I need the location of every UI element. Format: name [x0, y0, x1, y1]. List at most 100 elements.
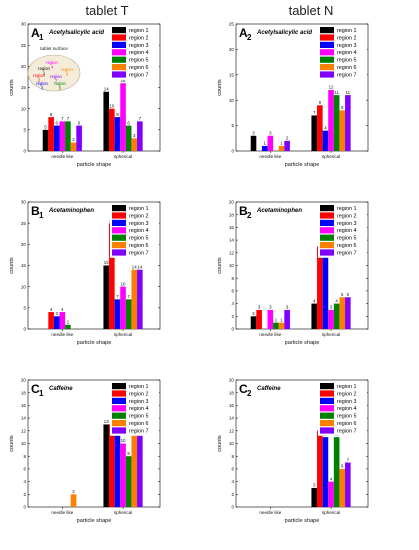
y-tick-label: 20: [21, 378, 27, 383]
bar-spherical-region-4: [328, 90, 334, 151]
bar-spherical-region-7: [137, 269, 143, 329]
x-tick-label: needle like: [51, 154, 73, 159]
bar-data-label: 7: [313, 110, 316, 115]
bar-needle-like-region-3: [53, 125, 60, 151]
y-tick-label: 4: [23, 479, 26, 484]
legend-swatch-1: [320, 383, 334, 390]
bar-needle-like-region-3: [261, 145, 268, 151]
legend-swatch-5: [320, 412, 334, 419]
bar-needle-like-region-6: [278, 145, 285, 151]
legend-label-3: region 3: [129, 43, 148, 49]
legend-swatch-3: [320, 397, 334, 404]
bar-data-label: 9: [319, 100, 322, 105]
bar-data-label: 3: [55, 311, 58, 316]
legend-swatch-6: [320, 242, 334, 249]
legend-swatch-2: [320, 212, 334, 219]
legend-swatch-2: [112, 390, 126, 397]
bar-data-label: 2: [72, 137, 75, 142]
legend-label-5: region 5: [337, 58, 356, 64]
legend-swatch-1: [112, 27, 126, 34]
bar-data-label: 5: [44, 125, 47, 130]
bar-data-label: 4: [335, 298, 338, 303]
legend-label-6: region 6: [337, 243, 356, 249]
inset-region-6-word: region: [61, 67, 73, 72]
bar-spherical-region-6: [339, 110, 346, 151]
tablet-surface-inset: tablet surfaceregion1region2region3regio…: [27, 46, 81, 92]
bar-data-label: 7: [139, 116, 142, 121]
bar-needle-like-region-4: [59, 121, 66, 151]
bar-needle-like-region-3: [53, 316, 60, 329]
inset-region-4-word: region: [46, 60, 58, 65]
inset-region-2-number: 2: [38, 78, 41, 83]
bar-data-label: 11: [346, 90, 351, 95]
legend-label-2: region 2: [129, 35, 148, 41]
bar-data-label: 1: [280, 141, 283, 146]
y-tick-label: 25: [229, 22, 235, 27]
bar-spherical-region-1: [311, 303, 318, 329]
bar-data-label: 7: [61, 116, 64, 121]
bar-needle-like-region-7: [284, 309, 290, 329]
y-axis-label: counts: [217, 79, 223, 96]
inset-region-1-number: 1: [43, 71, 46, 76]
y-tick-label: 0: [23, 149, 26, 154]
panel-letter: C: [239, 382, 248, 396]
bar-needle-like-region-5: [65, 121, 71, 151]
bar-data-label: 4: [61, 307, 64, 312]
bar-data-label: 6: [341, 464, 344, 469]
bar-data-label: 7: [347, 457, 350, 462]
y-tick-label: 12: [21, 428, 27, 433]
legend-swatch-7: [112, 71, 126, 78]
bar-spherical-region-3: [322, 252, 329, 329]
legend-swatch-4: [320, 227, 334, 234]
bar-data-label: 3: [252, 130, 255, 135]
inset-region-3-number: 3: [41, 86, 44, 91]
legend-label-6: region 6: [129, 65, 148, 71]
bar-spherical-region-6: [339, 297, 346, 329]
bar-needle-like-region-4: [267, 309, 274, 329]
bar-needle-like-region-6: [70, 142, 77, 151]
bar-needle-like-region-4: [267, 135, 274, 151]
panel-B1: 0 5 10 15 20 25 30 counts particle shape needle l…: [9, 200, 161, 346]
bar-data-label: 7: [127, 294, 130, 299]
bar-spherical-region-5: [125, 125, 132, 151]
panel-subscript: 1: [39, 211, 44, 220]
inset-region-2-word: region: [33, 73, 45, 78]
legend-label-7: region 7: [129, 72, 148, 78]
bar-spherical-region-4: [328, 309, 334, 329]
legend-swatch-7: [320, 427, 334, 434]
y-tick-label: 0: [23, 505, 26, 510]
bar-data-label: 5: [341, 292, 344, 297]
bar-spherical-region-2: [109, 108, 115, 151]
bar-data-label: 5: [347, 292, 350, 297]
legend-label-4: region 4: [337, 50, 356, 56]
x-tick-label: spherical: [322, 510, 340, 515]
legend-label-4: region 4: [129, 228, 148, 234]
bar-spherical-region-3: [114, 299, 121, 329]
legend-swatch-7: [112, 427, 126, 434]
y-tick-label: 0: [23, 327, 26, 332]
bar-needle-like-region-6: [70, 494, 77, 507]
legend-swatch-3: [320, 219, 334, 226]
x-axis-label: particle shape: [77, 162, 112, 168]
legend-label-6: region 6: [129, 243, 148, 249]
bar-data-label: 3: [133, 133, 136, 138]
bar-needle-like-region-2: [48, 117, 54, 151]
legend-label-5: region 5: [129, 58, 148, 64]
y-tick-label: 20: [229, 200, 235, 205]
bar-spherical-region-4: [120, 83, 126, 151]
bar-data-label: 8: [116, 112, 119, 117]
y-tick-label: 5: [23, 305, 26, 310]
x-axis-label: particle shape: [77, 518, 112, 524]
legend-label-3: region 3: [337, 399, 356, 405]
legend-swatch-7: [320, 249, 334, 256]
legend-swatch-1: [112, 383, 126, 390]
y-tick-label: 2: [231, 492, 234, 497]
y-tick-label: 4: [231, 301, 234, 306]
y-tick-label: 10: [21, 106, 27, 111]
y-tick-label: 4: [231, 479, 234, 484]
x-tick-label: spherical: [322, 332, 340, 337]
bar-spherical-region-2: [109, 223, 115, 329]
